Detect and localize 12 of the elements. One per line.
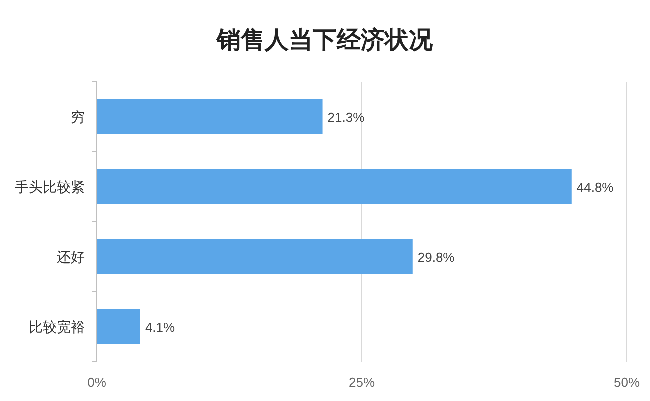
data-label: 21.3% xyxy=(328,110,366,125)
title: 销售人当下经济状况 xyxy=(217,27,433,54)
x-tick-label: 25% xyxy=(348,375,376,390)
x-tick-label: 0% xyxy=(88,375,107,390)
y-tick-label: 还好 xyxy=(57,249,85,265)
x-tick-label: 50% xyxy=(614,375,640,390)
data-label: 4.1% xyxy=(145,320,176,335)
y-tick-label: 穷 xyxy=(71,109,85,125)
y-tick-label: 手头比较紧 xyxy=(15,179,85,195)
data-label: 44.8% xyxy=(576,180,614,195)
data-label: 29.8% xyxy=(418,250,456,265)
y-tick-label: 比较宽裕 xyxy=(29,319,85,335)
